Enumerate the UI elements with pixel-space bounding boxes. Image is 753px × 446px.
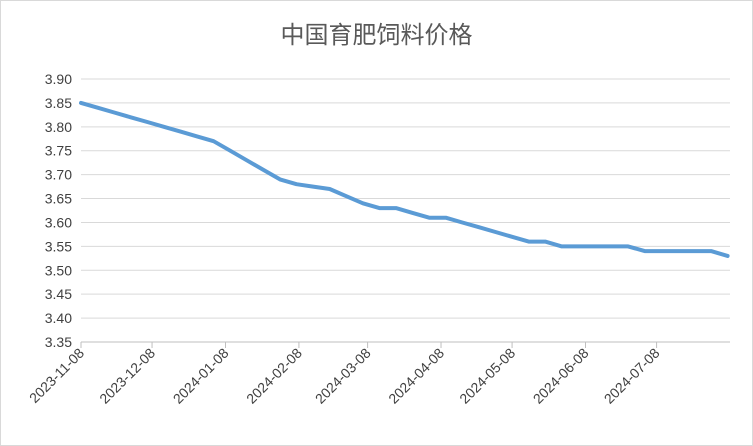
data-point [278, 177, 282, 181]
y-tick-label: 3.50 [45, 262, 72, 278]
data-point [129, 115, 133, 119]
y-tick-label: 3.45 [45, 286, 72, 302]
x-tick-label: 2024-03-08 [312, 345, 374, 407]
data-point [543, 240, 547, 244]
data-point [261, 168, 265, 172]
data-point [593, 244, 597, 248]
x-tick-label: 2023-11-08 [26, 345, 87, 406]
data-point [344, 194, 348, 198]
axes [80, 341, 730, 348]
data-point [212, 139, 216, 143]
data-point [610, 244, 614, 248]
data-point [560, 244, 564, 248]
data-point [477, 225, 481, 229]
y-tick-label: 3.70 [45, 167, 72, 183]
data-point [112, 111, 116, 115]
data-point [394, 206, 398, 210]
gridlines [81, 78, 730, 319]
data-point [328, 187, 332, 191]
x-tick-label: 2024-01-08 [170, 345, 232, 407]
data-point [195, 134, 199, 138]
x-tick-label: 2024-02-08 [243, 345, 305, 407]
data-point [643, 249, 647, 253]
data-point [709, 249, 713, 253]
data-point [444, 216, 448, 220]
y-tick-label: 3.40 [45, 310, 72, 326]
data-point [659, 249, 663, 253]
data-point [510, 235, 514, 239]
series-layer [79, 100, 730, 258]
y-tick-label: 3.55 [45, 238, 72, 254]
data-point [460, 221, 464, 225]
data-point [726, 254, 730, 258]
x-tick-label: 2024-06-08 [530, 345, 592, 407]
data-point [527, 240, 531, 244]
data-point [377, 206, 381, 210]
data-point [179, 130, 183, 134]
data-point [676, 249, 680, 253]
x-tick-label: 2023-12-08 [96, 345, 158, 407]
data-point [295, 182, 299, 186]
data-point [626, 244, 630, 248]
data-point [96, 106, 100, 110]
data-point [228, 149, 232, 153]
tick-labels: 3.35 3.40 3.45 3.50 3.55 3.60 3.65 3.70 3.75 3.80… [26, 71, 663, 407]
data-point [693, 249, 697, 253]
x-tick-label: 2024-07-08 [601, 345, 663, 407]
data-point [79, 101, 83, 105]
data-point [494, 230, 498, 234]
y-tick-label: 3.60 [45, 214, 72, 230]
x-tick-label: 2024-05-08 [456, 345, 518, 407]
data-point [311, 185, 315, 189]
chart-title: 中国育肥饲料价格 [280, 21, 473, 49]
y-tick-label: 3.65 [45, 191, 72, 207]
data-point [245, 158, 249, 162]
data-point [162, 125, 166, 129]
y-tick-label: 3.35 [45, 334, 72, 350]
data-point [427, 216, 431, 220]
x-tick-label: 2024-04-08 [385, 345, 447, 407]
data-point [145, 120, 149, 124]
series-line-0 [79, 100, 730, 258]
y-tick-label: 3.75 [45, 143, 72, 159]
data-point [411, 211, 415, 215]
y-tick-label: 3.85 [45, 95, 72, 111]
data-point [576, 244, 580, 248]
data-point [361, 201, 365, 205]
y-tick-label: 3.90 [45, 71, 72, 87]
y-tick-label: 3.80 [45, 119, 72, 135]
